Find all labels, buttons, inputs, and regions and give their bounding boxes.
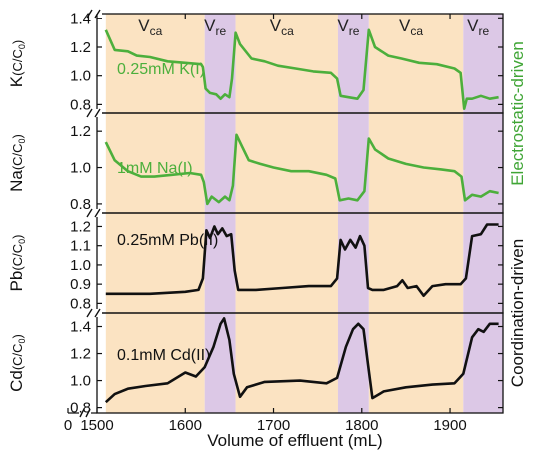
axis-break-mark [94, 208, 101, 218]
y-axis-label: Na(C/C0) [7, 134, 27, 192]
series-line [104, 317, 499, 404]
axis-break-mark [79, 408, 85, 418]
x-tick-label: 1600 [169, 417, 202, 434]
y-tick-label: 1.2 [70, 39, 91, 56]
x-tick-label: 1800 [345, 417, 378, 434]
axis-break-gap [86, 10, 102, 18]
x-axis-label: Volume of effluent (mL) [207, 431, 382, 450]
axis-break-mark [86, 308, 93, 318]
series-line [105, 223, 499, 297]
side-label: Coordination-driven [508, 239, 527, 387]
y-tick-label: 1.0 [70, 257, 91, 274]
axis-break-mark [94, 108, 101, 118]
y-tick-label: 0.9 [70, 276, 91, 293]
axis-break-gap [86, 109, 102, 117]
series-label: 0.25mM K(I) [117, 61, 205, 78]
x-tick-label: 1900 [433, 417, 466, 434]
y-tick-label: 1.2 [70, 346, 91, 363]
y-axis-label: K(C/C0) [7, 40, 27, 87]
axis-break-mark [94, 308, 101, 318]
x-tick-label: 0 [64, 417, 72, 434]
axis-break-gap [86, 209, 102, 217]
panel-frame [96, 312, 504, 414]
x-tick-label: 1500 [80, 417, 113, 434]
data-series-layer [104, 28, 499, 404]
axis-break-gap [86, 309, 102, 317]
axis-break-mark [86, 208, 93, 218]
axes-layer [67, 9, 504, 418]
series-label: 0.25mM Pb(II) [117, 232, 218, 249]
series-line [104, 28, 499, 110]
series-line [104, 133, 499, 206]
y-axis-label: Cd(C/C0) [7, 334, 27, 392]
axis-break-mark [86, 108, 93, 118]
axis-break-mark [85, 408, 91, 418]
y-tick-label: 0.8 [70, 96, 91, 113]
x-tick-label: 1700 [257, 417, 290, 434]
series-label: 0.1mM Cd(II) [117, 347, 210, 364]
y-tick-label: 1.1 [70, 238, 91, 255]
y-tick-label: 1.2 [70, 218, 91, 235]
y-tick-label: 0.8 [70, 400, 91, 417]
series-label: 1mM Na(I) [117, 160, 193, 177]
y-tick-label: 1.0 [70, 68, 91, 85]
y-tick-label: 1.2 [70, 123, 91, 140]
axis-break-mark [86, 9, 93, 19]
y-tick-label: 1.0 [70, 373, 91, 390]
axis-break-gap [79, 409, 91, 417]
y-tick-label: 1.0 [70, 160, 91, 177]
y-tick-label: 0.8 [70, 295, 91, 312]
side-label: Electrostatic-driven [508, 41, 527, 186]
y-axis-label: Pb(C/C0) [7, 235, 27, 292]
y-tick-label: 1.4 [70, 319, 91, 336]
y-tick-label: 1.4 [70, 10, 91, 27]
y-tick-label: 0.8 [70, 196, 91, 213]
